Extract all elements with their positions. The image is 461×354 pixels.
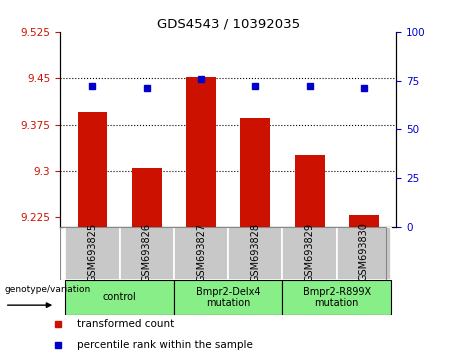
Bar bbox=[337, 227, 391, 280]
Text: GSM693829: GSM693829 bbox=[305, 223, 314, 281]
Bar bbox=[349, 216, 379, 227]
Text: GSM693827: GSM693827 bbox=[196, 222, 206, 282]
Text: Bmpr2-Delx4
mutation: Bmpr2-Delx4 mutation bbox=[196, 286, 260, 308]
Bar bbox=[228, 227, 283, 280]
Bar bbox=[120, 227, 174, 280]
Bar bbox=[283, 280, 391, 315]
Title: GDS4543 / 10392035: GDS4543 / 10392035 bbox=[157, 18, 300, 31]
Text: GSM693825: GSM693825 bbox=[88, 222, 97, 282]
Bar bbox=[295, 155, 325, 227]
Bar bbox=[174, 280, 283, 315]
Bar bbox=[174, 227, 228, 280]
Bar bbox=[132, 168, 162, 227]
Text: GSM693826: GSM693826 bbox=[142, 223, 152, 281]
Bar bbox=[240, 118, 270, 227]
Text: control: control bbox=[103, 292, 136, 302]
Bar bbox=[77, 112, 107, 227]
Bar bbox=[283, 227, 337, 280]
Text: GSM693830: GSM693830 bbox=[359, 223, 369, 281]
Bar bbox=[65, 227, 120, 280]
Text: Bmpr2-R899X
mutation: Bmpr2-R899X mutation bbox=[303, 286, 371, 308]
Bar bbox=[65, 280, 174, 315]
Text: percentile rank within the sample: percentile rank within the sample bbox=[77, 341, 254, 350]
Text: GSM693828: GSM693828 bbox=[250, 223, 260, 281]
Text: genotype/variation: genotype/variation bbox=[5, 285, 91, 294]
Text: transformed count: transformed count bbox=[77, 319, 175, 329]
Bar bbox=[186, 77, 216, 227]
